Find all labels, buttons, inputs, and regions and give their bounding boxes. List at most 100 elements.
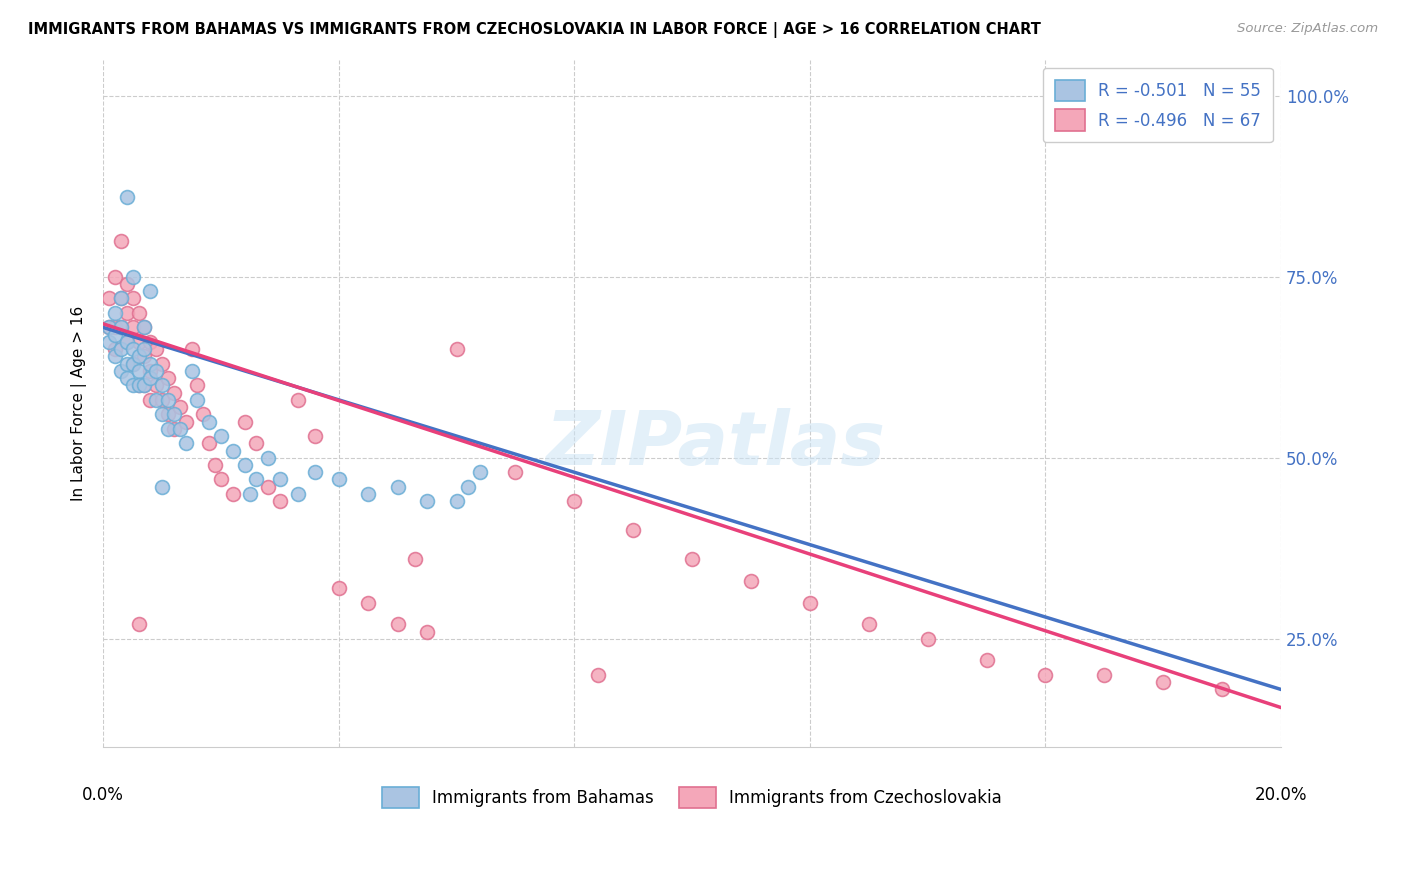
Point: [586, 668, 609, 682]
Point: [139, 364, 162, 378]
Point: [1211, 682, 1233, 697]
Point: [139, 392, 162, 407]
Point: [740, 574, 762, 588]
Point: [150, 480, 173, 494]
Point: [104, 306, 127, 320]
Point: [1092, 668, 1115, 682]
Point: [416, 624, 439, 639]
Point: [115, 277, 138, 291]
Point: [139, 371, 162, 385]
Point: [180, 364, 202, 378]
Text: ZIPatlas: ZIPatlas: [546, 409, 886, 482]
Point: [446, 494, 468, 508]
Point: [562, 494, 585, 508]
Point: [169, 400, 191, 414]
Point: [858, 617, 880, 632]
Point: [128, 364, 150, 378]
Point: [387, 617, 409, 632]
Point: [621, 523, 644, 537]
Point: [233, 458, 256, 472]
Point: [156, 407, 179, 421]
Point: [799, 596, 821, 610]
Point: [198, 415, 221, 429]
Point: [115, 357, 138, 371]
Point: [139, 334, 162, 349]
Point: [128, 617, 150, 632]
Point: [1152, 675, 1174, 690]
Point: [134, 342, 156, 356]
Point: [115, 306, 138, 320]
Point: [145, 392, 167, 407]
Point: [110, 292, 132, 306]
Point: [457, 480, 479, 494]
Point: [163, 422, 186, 436]
Point: [222, 487, 245, 501]
Point: [222, 443, 245, 458]
Point: [104, 342, 127, 356]
Point: [287, 487, 309, 501]
Point: [446, 342, 468, 356]
Point: [128, 334, 150, 349]
Point: [416, 494, 439, 508]
Text: IMMIGRANTS FROM BAHAMAS VS IMMIGRANTS FROM CZECHOSLOVAKIA IN LABOR FORCE | AGE >: IMMIGRANTS FROM BAHAMAS VS IMMIGRANTS FR…: [28, 22, 1040, 38]
Point: [304, 429, 326, 443]
Point: [404, 552, 426, 566]
Point: [917, 632, 939, 646]
Point: [163, 385, 186, 400]
Point: [387, 480, 409, 494]
Point: [156, 422, 179, 436]
Point: [269, 473, 291, 487]
Point: [110, 320, 132, 334]
Point: [110, 364, 132, 378]
Point: [257, 480, 280, 494]
Point: [110, 320, 132, 334]
Point: [150, 407, 173, 421]
Point: [110, 234, 132, 248]
Point: [104, 327, 127, 342]
Point: [115, 371, 138, 385]
Point: [681, 552, 703, 566]
Point: [121, 320, 143, 334]
Y-axis label: In Labor Force | Age > 16: In Labor Force | Age > 16: [72, 306, 87, 501]
Point: [245, 436, 267, 450]
Point: [186, 378, 208, 392]
Point: [257, 450, 280, 465]
Point: [128, 350, 150, 364]
Point: [1035, 668, 1057, 682]
Point: [121, 342, 143, 356]
Point: [468, 465, 491, 479]
Point: [156, 392, 179, 407]
Point: [98, 334, 121, 349]
Point: [134, 320, 156, 334]
Point: [976, 653, 998, 667]
Point: [121, 269, 143, 284]
Point: [110, 292, 132, 306]
Point: [174, 415, 197, 429]
Point: [204, 458, 226, 472]
Point: [110, 342, 132, 356]
Point: [121, 357, 143, 371]
Point: [134, 378, 156, 392]
Point: [357, 596, 380, 610]
Point: [98, 292, 121, 306]
Point: [150, 357, 173, 371]
Text: Source: ZipAtlas.com: Source: ZipAtlas.com: [1237, 22, 1378, 36]
Point: [128, 378, 150, 392]
Point: [98, 320, 121, 334]
Point: [180, 342, 202, 356]
Legend: Immigrants from Bahamas, Immigrants from Czechoslovakia: Immigrants from Bahamas, Immigrants from…: [375, 780, 1008, 814]
Point: [145, 364, 167, 378]
Point: [134, 320, 156, 334]
Text: 20.0%: 20.0%: [1254, 786, 1308, 805]
Point: [505, 465, 527, 479]
Text: 0.0%: 0.0%: [83, 786, 124, 805]
Point: [239, 487, 262, 501]
Point: [163, 407, 186, 421]
Point: [104, 269, 127, 284]
Point: [304, 465, 326, 479]
Point: [134, 350, 156, 364]
Point: [357, 487, 380, 501]
Point: [328, 473, 350, 487]
Point: [328, 581, 350, 595]
Point: [150, 392, 173, 407]
